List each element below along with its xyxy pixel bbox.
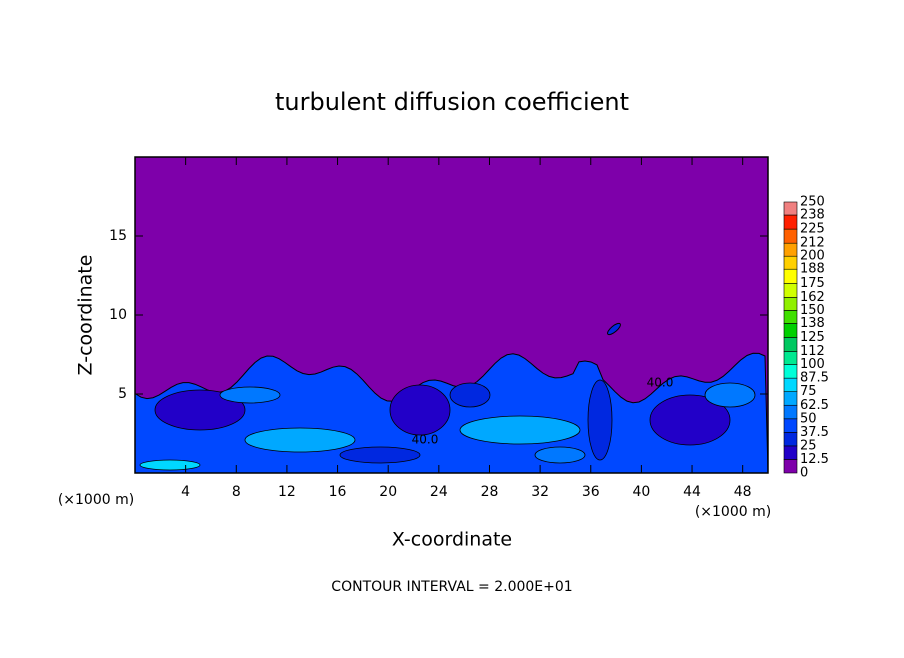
colorbar-swatch (783, 228, 798, 244)
colorbar-label: 87.5 (800, 371, 829, 386)
eddy (587, 379, 613, 461)
y-axis-label: Z-coordinate (75, 255, 97, 376)
colorbar-label: 37.5 (800, 425, 829, 440)
colorbar-label: 212 (800, 236, 825, 251)
colorbar-label: 0 (800, 466, 808, 481)
x-tick-label: 4 (181, 484, 190, 500)
x-tick-label: 12 (278, 484, 296, 500)
colorbar-label: 62.5 (800, 398, 829, 413)
colorbar-label: 250 (800, 195, 825, 210)
contour-label: 40.0 (647, 376, 674, 390)
colorbar-swatch (783, 459, 798, 474)
colorbar-label: 125 (800, 330, 825, 345)
eddy (154, 389, 246, 431)
x-tick-label: 36 (582, 484, 600, 500)
colorbar-swatch (783, 445, 798, 460)
eddy (534, 446, 586, 464)
colorbar-swatch (783, 377, 798, 392)
colorbar-label: 138 (800, 316, 825, 331)
colorbar-swatch (783, 297, 798, 311)
eddy (244, 427, 356, 453)
colorbar-label: 238 (800, 208, 825, 223)
x-tick-label: 48 (734, 484, 752, 500)
x-tick-label: 20 (379, 484, 397, 500)
colorbar-swatch (783, 351, 798, 365)
x-tick-label: 44 (683, 484, 701, 500)
colorbar-label: 175 (800, 276, 825, 291)
x-unit: (×1000 m) (695, 504, 771, 520)
eddy (449, 382, 491, 408)
y-tick-label: 5 (118, 386, 127, 402)
eddy (339, 446, 421, 464)
x-tick-label: 24 (430, 484, 448, 500)
eddy (607, 322, 621, 336)
colorbar-swatch (783, 310, 798, 324)
eddy (704, 382, 756, 408)
colorbar-swatch (783, 418, 798, 433)
colorbar-swatch (783, 242, 798, 257)
eddy (389, 384, 451, 436)
colorbar-swatch (783, 337, 798, 352)
contour-label: 40.0 (412, 433, 439, 447)
x-tick-label: 28 (481, 484, 499, 500)
x-tick-label: 16 (329, 484, 347, 500)
plot-area: 40.0 40.0 (134, 157, 769, 474)
colorbar-swatch (783, 404, 798, 420)
x-tick-label: 32 (531, 484, 549, 500)
colorbar-label: 50 (800, 411, 817, 426)
colorbar-label: 25 (800, 438, 817, 453)
y-tick-label: 10 (109, 307, 127, 323)
footnote: CONTOUR INTERVAL = 2.000E+01 (331, 579, 572, 595)
colorbar-swatch (783, 214, 798, 230)
colorbar-label: 12.5 (800, 452, 829, 467)
colorbar-label: 100 (800, 357, 825, 372)
y-tick-label: 15 (109, 228, 127, 244)
y-unit: (×1000 m) (58, 492, 134, 508)
colorbar-swatch (783, 201, 798, 216)
colorbar-swatch (783, 432, 798, 447)
colorbar-label: 75 (800, 384, 817, 399)
colorbar-label: 225 (800, 222, 825, 237)
colorbar-label: 162 (800, 290, 825, 305)
x-tick-label: 8 (232, 484, 241, 500)
eddy (459, 415, 581, 445)
eddy (219, 386, 281, 404)
colorbar-swatch (783, 282, 798, 298)
colorbar-label: 188 (800, 262, 825, 277)
x-tick-label: 40 (632, 484, 650, 500)
colorbar-swatch (783, 391, 798, 406)
eddy (139, 459, 201, 471)
chart-title: turbulent diffusion coefficient (275, 88, 629, 116)
colorbar-swatch (783, 323, 798, 338)
eddy (649, 394, 731, 446)
colorbar-swatch (783, 255, 798, 270)
x-axis-label: X-coordinate (392, 529, 512, 551)
colorbar-swatch (783, 268, 798, 284)
colorbar-swatch (783, 364, 798, 379)
colorbar-label: 112 (800, 344, 825, 359)
colorbar-label: 150 (800, 303, 825, 318)
colorbar-label: 200 (800, 249, 825, 264)
